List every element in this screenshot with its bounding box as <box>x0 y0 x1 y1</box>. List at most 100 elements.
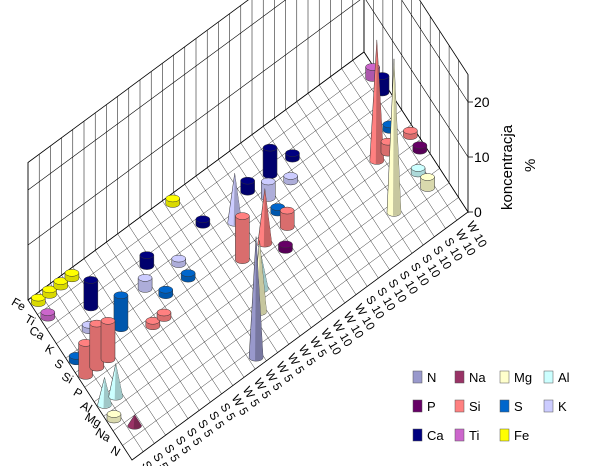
bar-Mg-25 <box>386 58 402 217</box>
bar-cylinder-top <box>262 143 278 152</box>
floor-gridline <box>285 109 390 270</box>
floor-gridline <box>352 60 457 221</box>
bar-cylinder-top <box>283 172 298 180</box>
bar-cone-shade <box>263 188 272 247</box>
legend-label-K: K <box>558 399 567 414</box>
bar-Ti-0 <box>40 308 56 322</box>
z-axis-title: koncentracja% <box>499 124 539 210</box>
bar-cylinder-top <box>420 173 435 181</box>
chart-bars <box>31 39 435 430</box>
z-gridline <box>27 0 469 246</box>
floor-gridline <box>307 93 413 254</box>
bar-P-29 <box>412 141 428 155</box>
bar-Al-28 <box>410 164 426 178</box>
bar-Si-26 <box>369 39 385 165</box>
bar-cylinder-top <box>278 240 293 249</box>
legend-swatch-S <box>499 399 510 413</box>
z-tick-label: 20 <box>474 94 490 110</box>
z-tick-label: 10 <box>474 149 490 165</box>
bar-Na-1 <box>127 414 142 430</box>
bar-cylinder-side <box>240 180 255 196</box>
bar-S-10 <box>180 269 196 283</box>
bar-cylinder-side <box>100 320 116 364</box>
bar-cone-shade <box>255 236 264 361</box>
bar-cylinder-side <box>83 279 99 312</box>
bar-cone-shade <box>375 39 384 164</box>
bar-N-11 <box>248 236 264 362</box>
bar-Ca-19 <box>262 143 278 179</box>
bar-Mg-0 <box>106 410 122 424</box>
bar-Si-16 <box>257 188 273 248</box>
bar-cylinder-top <box>156 308 172 317</box>
bar-cylinder-top <box>403 126 418 135</box>
sample-axis-labels: S 5S 5S 5S 5S 5S 5S 5S 5W 5W 5W 5W 5W 5W… <box>139 219 490 466</box>
bar-cylinder-side <box>235 215 250 264</box>
element-axis-label: Fe <box>9 295 28 314</box>
floor-gridline <box>274 118 379 279</box>
floor-gridline <box>95 250 200 411</box>
bar-cone-shade <box>103 377 112 408</box>
bar-S-4 <box>113 291 129 333</box>
bar-P-17 <box>278 240 293 254</box>
legend-label-Ca: Ca <box>427 428 444 443</box>
floor-gridline <box>151 208 256 370</box>
bar-cylinder-side <box>420 176 435 192</box>
z-tick-label: 0 <box>474 204 482 220</box>
legend-label-Na: Na <box>469 370 486 385</box>
bar-cylinder-top <box>113 291 129 300</box>
bar-cylinder-top <box>158 285 173 294</box>
floor-gridline <box>296 101 401 262</box>
element-axis-label: K <box>43 341 57 357</box>
bar-S-8 <box>158 285 173 299</box>
floor-gridline <box>83 258 189 419</box>
bar-Si-1 <box>89 319 105 372</box>
bar-Al-0 <box>97 377 112 409</box>
bar-K-20 <box>283 172 298 186</box>
bar-cylinder-top <box>410 164 426 172</box>
bar-Fe-12 <box>165 194 180 208</box>
legend-swatch-Si <box>454 399 465 413</box>
bar-cylinder-top <box>261 177 276 186</box>
element-axis-label: Si <box>59 369 75 386</box>
bar-cylinder-side <box>262 147 278 179</box>
bar-cylinder-top <box>40 308 56 316</box>
bar-cylinder-top <box>139 251 155 259</box>
bar-cylinder-side <box>139 254 155 270</box>
z-axis-title-line-2: % <box>522 159 539 172</box>
bar-cylinder-top <box>64 269 80 277</box>
bar-cylinder-top <box>100 317 116 325</box>
bar-cylinder-top <box>171 254 186 263</box>
z-axis-title-line-1: koncentracja <box>499 124 516 210</box>
bar-cylinder-top <box>137 274 153 282</box>
legend-label-Mg: Mg <box>514 370 532 385</box>
legend-label-N: N <box>427 370 436 385</box>
element-axis-label: P <box>71 385 85 401</box>
legend-swatch-Mg <box>499 370 510 384</box>
floor-gridline <box>139 217 245 378</box>
bar-Si-29 <box>403 126 418 140</box>
bar-Si-14 <box>235 212 250 264</box>
bar-Al-1 <box>108 363 123 401</box>
bar-Si-18 <box>279 206 295 231</box>
legend-swatch-Fe <box>499 428 510 442</box>
bar-Si-6 <box>145 317 161 331</box>
legend-label-Al: Al <box>558 370 570 385</box>
bar-cylinder-top <box>83 276 99 284</box>
bar-Fe-2 <box>53 277 68 291</box>
bar-K-7 <box>137 274 153 293</box>
bar-cylinder-side <box>78 342 93 380</box>
floor-gridline <box>184 184 289 345</box>
legend-swatch-K <box>543 399 554 413</box>
element-axis-label: Na <box>93 425 114 445</box>
legend-swatch-Ti <box>454 428 465 442</box>
element-axis-label: S <box>52 356 66 372</box>
legend-swatch-P <box>412 399 423 413</box>
bar-Si-7 <box>156 308 172 322</box>
legend-swatch-Al <box>543 370 554 384</box>
legend-label-Si: Si <box>469 399 481 414</box>
bar-Si-0 <box>78 339 93 380</box>
bar-cylinder-side <box>89 323 105 372</box>
floor-gridline <box>319 84 424 246</box>
